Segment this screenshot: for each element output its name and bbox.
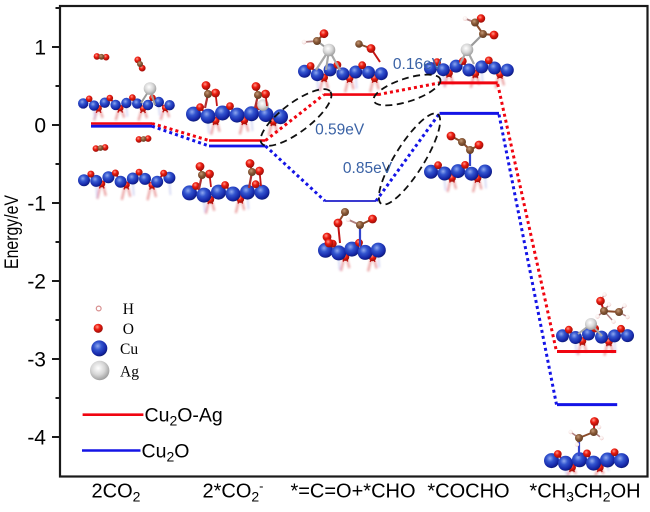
svg-text:0: 0: [34, 114, 46, 137]
svg-text:1: 1: [34, 36, 46, 59]
svg-text:H: H: [123, 301, 134, 318]
svg-text:0.85eV: 0.85eV: [343, 160, 393, 177]
svg-text:Cu2O: Cu2O: [142, 441, 190, 465]
svg-text:-2: -2: [27, 270, 46, 293]
svg-text:Cu: Cu: [120, 341, 138, 358]
svg-text:0.16eV: 0.16eV: [393, 56, 443, 73]
svg-text:O: O: [123, 321, 134, 338]
svg-text:*COCHO: *COCHO: [427, 481, 509, 503]
svg-text:Ag: Ag: [120, 364, 139, 381]
svg-text:*CH3CH2OH: *CH3CH2OH: [529, 481, 640, 505]
svg-text:-1: -1: [27, 192, 46, 215]
svg-text:2CO2: 2CO2: [92, 481, 141, 505]
svg-text:Cu2O-Ag: Cu2O-Ag: [145, 405, 223, 429]
svg-text:Energy/eV: Energy/eV: [1, 195, 23, 269]
svg-text:-3: -3: [27, 348, 46, 371]
svg-text:-4: -4: [27, 426, 46, 449]
svg-text:0.59eV: 0.59eV: [315, 121, 365, 138]
svg-text:*=C=O+*CHO: *=C=O+*CHO: [290, 481, 415, 503]
